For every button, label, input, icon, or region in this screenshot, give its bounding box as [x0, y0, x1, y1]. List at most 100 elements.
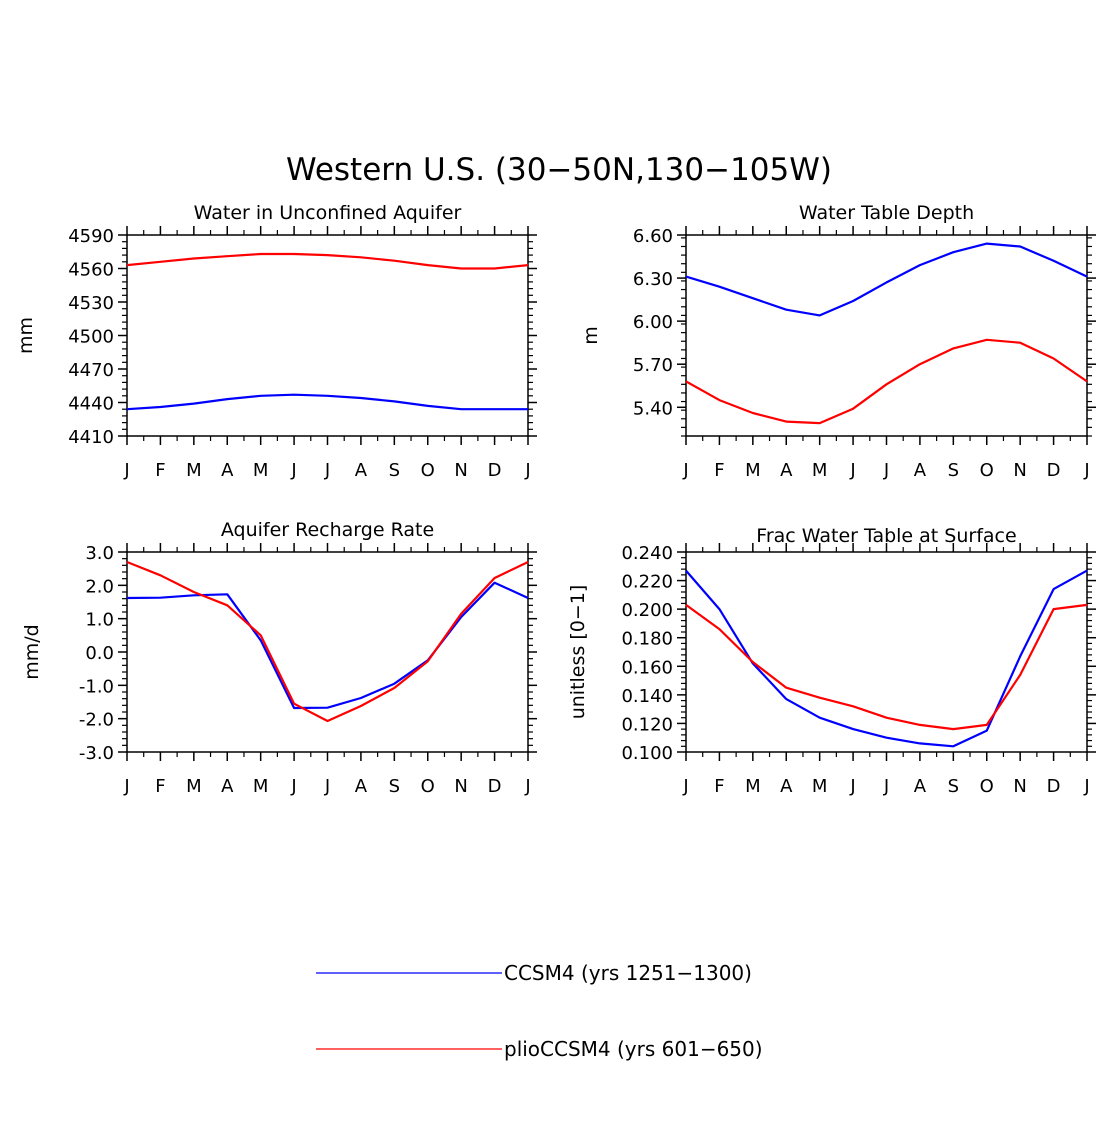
- x-tick-label: J: [883, 776, 889, 797]
- x-tick-label: A: [355, 776, 368, 797]
- x-tick-label: S: [389, 776, 400, 797]
- x-tick-label: M: [186, 776, 202, 797]
- x-tick-label: N: [454, 460, 467, 481]
- x-tick-label: D: [1047, 776, 1061, 797]
- x-tick-label: N: [454, 776, 467, 797]
- y-tick-label: 0.180: [621, 629, 673, 650]
- y-tick-label: 5.70: [633, 355, 673, 376]
- x-tick-label: J: [524, 460, 530, 481]
- x-tick-label: D: [488, 460, 502, 481]
- x-tick-label: J: [682, 460, 688, 481]
- legend: CCSM4 (yrs 1251−1300) plioCCSM4 (yrs 601−…: [316, 961, 763, 1061]
- series-line-ccsm4: [126, 581, 529, 710]
- x-tick-label: J: [1083, 460, 1089, 481]
- x-tick-label: M: [745, 776, 761, 797]
- x-tick-label: J: [324, 776, 330, 797]
- x-tick-label: O: [980, 460, 994, 481]
- y-tick-label: 1.0: [85, 610, 114, 631]
- x-tick-label: S: [948, 460, 959, 481]
- x-tick-label: J: [883, 460, 889, 481]
- series-line-ccsm4: [126, 393, 528, 411]
- x-tick-label: A: [221, 776, 234, 797]
- series-line-ccsm4: [685, 569, 1088, 748]
- y-tick-label: -2.0: [79, 710, 114, 731]
- x-tick-label: J: [682, 776, 688, 797]
- y-tick-label: 0.100: [621, 743, 673, 764]
- x-tick-label: J: [123, 460, 129, 481]
- panel-title: Frac Water Table at Surface: [756, 525, 1016, 547]
- x-tick-label: M: [812, 776, 828, 797]
- x-tick-label: J: [290, 460, 296, 481]
- y-tick-label: 0.160: [621, 657, 673, 678]
- y-tick-label: 4440: [68, 394, 114, 415]
- x-tick-label: S: [948, 776, 959, 797]
- legend-label: CCSM4 (yrs 1251−1300): [504, 961, 752, 985]
- x-tick-label: D: [488, 776, 502, 797]
- x-tick-label: M: [253, 460, 269, 481]
- y-tick-label: 2.0: [85, 576, 114, 597]
- x-tick-label: F: [155, 460, 165, 481]
- plot-frame: [126, 234, 529, 437]
- x-tick-label: M: [745, 460, 761, 481]
- legend-entry-ccsm4: CCSM4 (yrs 1251−1300): [316, 961, 752, 985]
- x-tick-label: S: [389, 460, 400, 481]
- series-line-ccsm4: [685, 242, 1088, 317]
- y-tick-label: 0.220: [621, 572, 673, 593]
- x-tick-label: J: [849, 460, 855, 481]
- y-tick-label: 4500: [68, 327, 114, 348]
- x-tick-label: J: [123, 776, 129, 797]
- figure-title: Western U.S. (30−50N,130−105W): [286, 152, 832, 188]
- x-tick-label: J: [290, 776, 296, 797]
- x-tick-label: A: [780, 460, 793, 481]
- series-line-plio: [685, 603, 1088, 731]
- y-tick-label: 4470: [68, 360, 114, 381]
- y-tick-label: 4560: [68, 260, 114, 281]
- x-tick-label: A: [780, 776, 793, 797]
- y-tick-label: 0.120: [621, 714, 673, 735]
- y-axis-label: mm/d: [21, 624, 43, 679]
- x-tick-label: O: [980, 776, 994, 797]
- x-tick-label: A: [914, 460, 927, 481]
- y-tick-label: 6.30: [633, 269, 673, 290]
- y-tick-label: 0.0: [85, 643, 114, 664]
- plot-frame: [685, 234, 1088, 437]
- x-tick-label: F: [714, 776, 724, 797]
- x-tick-label: F: [155, 776, 165, 797]
- x-tick-label: N: [1013, 460, 1026, 481]
- x-tick-label: O: [421, 460, 435, 481]
- series-line-plio: [126, 560, 529, 723]
- legend-entry-plio: plioCCSM4 (yrs 601−650): [316, 1037, 763, 1061]
- y-tick-label: 4590: [68, 226, 114, 247]
- legend-label: plioCCSM4 (yrs 601−650): [504, 1037, 763, 1061]
- y-axis-label: unitless [0−1]: [567, 585, 589, 720]
- y-tick-label: -3.0: [79, 743, 114, 764]
- x-tick-label: N: [1013, 776, 1026, 797]
- x-tick-label: D: [1047, 460, 1061, 481]
- y-tick-label: 0.140: [621, 686, 673, 707]
- y-tick-label: 6.60: [633, 226, 673, 247]
- y-tick-label: 4530: [68, 293, 114, 314]
- x-tick-label: F: [714, 460, 724, 481]
- x-tick-label: M: [812, 460, 828, 481]
- x-tick-label: J: [1083, 776, 1089, 797]
- y-tick-label: 5.40: [633, 398, 673, 419]
- panel-title: Aquifer Recharge Rate: [221, 519, 434, 541]
- x-tick-label: J: [524, 776, 530, 797]
- y-tick-label: 3.0: [85, 543, 114, 564]
- y-tick-label: 6.00: [633, 312, 673, 333]
- panel-title: Water Table Depth: [799, 202, 974, 224]
- x-tick-label: A: [221, 460, 234, 481]
- panel-4: Frac Water Table at Surface unitless [0−1…: [567, 525, 1096, 797]
- y-tick-label: -1.0: [79, 676, 114, 697]
- x-tick-label: M: [253, 776, 269, 797]
- x-tick-label: M: [186, 460, 202, 481]
- y-tick-label: 4410: [68, 427, 114, 448]
- series-line-plio: [126, 252, 529, 270]
- x-tick-label: A: [914, 776, 927, 797]
- y-axis-label: mm: [15, 317, 37, 354]
